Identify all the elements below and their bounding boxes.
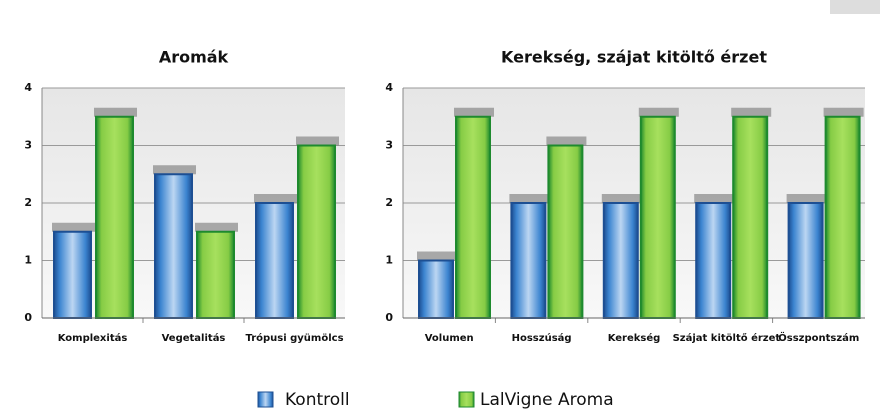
bar [154,173,193,319]
bar-shadow [694,194,735,203]
legend-swatch [257,391,274,408]
bar-shadow [546,136,587,146]
bar-shadow [509,194,550,203]
bar [547,144,584,319]
x-tick-label: Hosszúság [512,332,572,344]
legend-label: LalVigne Aroma [480,390,614,410]
chart-title: Kerekség, szájat kitöltő érzet [501,48,767,67]
bar-shadow [296,136,339,146]
bar-shadow [454,107,494,117]
bar [695,202,732,319]
x-tick-label: Kerekség [608,332,661,344]
bar-shadow [195,222,238,232]
corner-decoration [830,0,880,14]
x-tick-label: Szájat kitöltő érzet [673,332,781,344]
bar-shadow [731,107,772,117]
y-tick-label: 3 [24,139,32,152]
x-tick-label: Komplexitás [58,332,128,344]
bar-shadow [254,194,297,203]
y-tick-label: 0 [24,311,32,324]
bar [824,115,861,319]
bar [787,202,824,319]
bar [95,115,134,319]
y-tick-label: 1 [24,254,32,267]
y-tick-label: 4 [24,81,32,94]
legend-swatch [458,391,475,408]
bar [510,202,547,319]
y-tick-label: 2 [385,196,393,209]
y-tick-label: 0 [385,311,393,324]
bar [418,259,454,319]
bar-shadow [94,107,137,117]
bar-shadow [417,251,457,261]
bar-shadow [823,107,864,117]
bar [53,230,92,319]
bar [255,202,294,319]
y-tick-label: 4 [385,81,393,94]
bar [732,115,769,319]
bar [455,115,491,319]
bar-shadow [601,194,642,203]
bar [639,115,676,319]
bar-shadow [52,222,95,232]
legend-label: Kontroll [285,390,350,410]
y-tick-label: 2 [24,196,32,209]
bar [196,230,235,319]
x-tick-label: Trópusi gyümölcs [245,332,343,344]
x-tick-label: Összpontszám [778,330,859,344]
bar-shadow [786,194,827,203]
chart-title: Aromák [159,48,229,67]
bar [602,202,639,319]
x-tick-label: Vegetalitás [162,332,226,344]
bar-shadow [638,107,679,117]
bar [297,144,336,319]
y-tick-label: 1 [385,254,393,267]
x-tick-label: Volumen [425,333,474,344]
y-tick-label: 3 [385,139,393,152]
bar-shadow [153,165,196,175]
